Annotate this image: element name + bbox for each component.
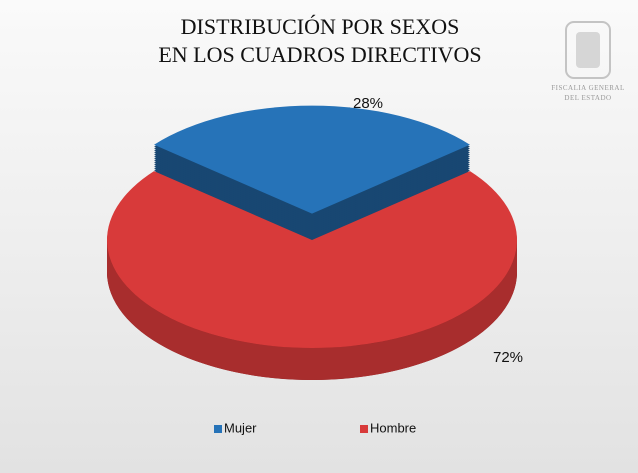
legend-label: Hombre	[370, 420, 416, 435]
data-label: 72%	[493, 349, 523, 366]
slice	[106, 171, 517, 348]
logo-emblem	[565, 21, 611, 79]
data-label: 28%	[353, 95, 383, 112]
logo-text: DEL ESTADO	[564, 94, 611, 102]
logo: FISCALIA GENERAL DEL ESTADO	[551, 21, 625, 102]
legend-label: Mujer	[224, 420, 257, 435]
slice-edge	[107, 240, 517, 380]
chart-title: DISTRIBUCIÓN POR SEXOS	[181, 14, 460, 39]
logo-shield	[576, 32, 600, 68]
chart-title: EN LOS CUADROS DIRECTIVOS	[158, 42, 481, 67]
logo-text: FISCALIA GENERAL	[551, 84, 625, 92]
legend-swatch	[214, 425, 222, 433]
slice	[154, 105, 470, 214]
legend-swatch	[360, 425, 368, 433]
